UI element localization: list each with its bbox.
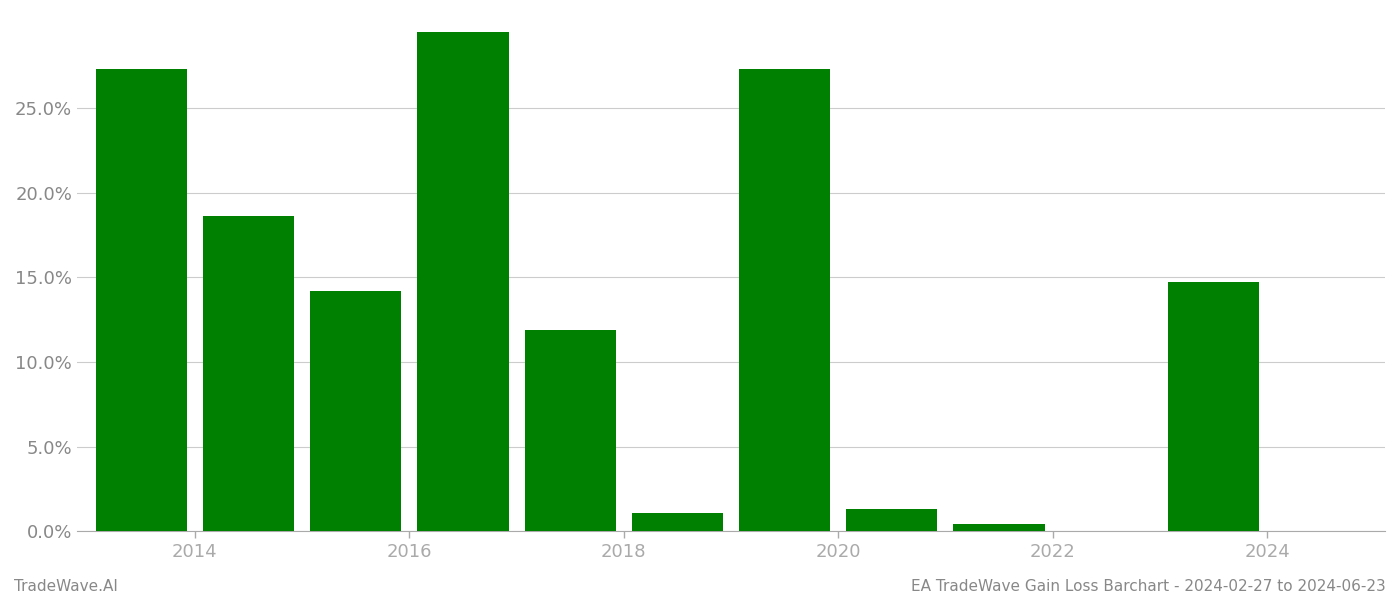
Bar: [739, 69, 830, 531]
Bar: [311, 291, 402, 531]
Bar: [1168, 283, 1259, 531]
Bar: [95, 69, 186, 531]
Text: EA TradeWave Gain Loss Barchart - 2024-02-27 to 2024-06-23: EA TradeWave Gain Loss Barchart - 2024-0…: [911, 579, 1386, 594]
Bar: [846, 509, 938, 531]
Bar: [631, 512, 722, 531]
Bar: [953, 524, 1044, 531]
Bar: [525, 330, 616, 531]
Bar: [203, 217, 294, 531]
Bar: [417, 32, 508, 531]
Text: TradeWave.AI: TradeWave.AI: [14, 579, 118, 594]
